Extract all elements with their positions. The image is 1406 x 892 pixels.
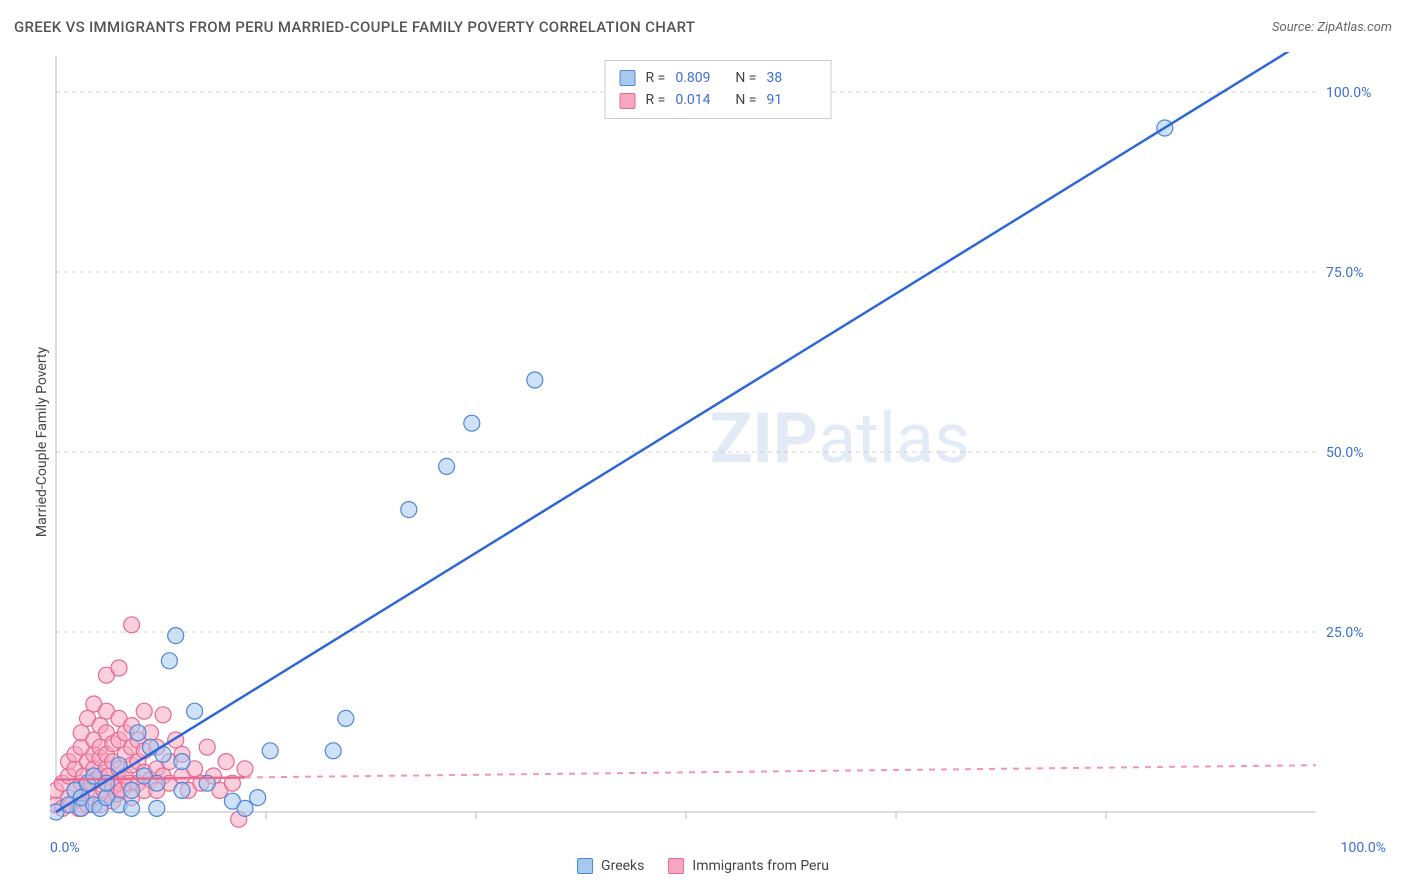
watermark-text: ZIPatlas xyxy=(710,398,970,480)
svg-text:75.0%: 75.0% xyxy=(1326,265,1364,281)
swatch-blue-icon xyxy=(577,858,593,874)
y-axis-label: Married-Couple Family Poverty xyxy=(34,347,50,537)
svg-text:50.0%: 50.0% xyxy=(1326,445,1364,461)
chart-container: Married-Couple Family Poverty ZIPatlas 2… xyxy=(50,52,1386,832)
legend-row-greeks: R = 0.809 N = 38 xyxy=(620,67,817,89)
chart-source: Source: ZipAtlas.com xyxy=(1272,20,1392,35)
n-value-peru: 91 xyxy=(766,89,816,111)
legend-label-greeks: Greeks xyxy=(601,858,644,874)
series-legend: Greeks Immigrants from Peru xyxy=(577,858,829,874)
legend-item-greeks: Greeks xyxy=(577,858,644,874)
x-axis-labels: 0.0% 100.0% xyxy=(50,840,1386,856)
legend-item-peru: Immigrants from Peru xyxy=(668,858,829,874)
r-value-peru: 0.014 xyxy=(675,89,725,111)
legend-label-peru: Immigrants from Peru xyxy=(692,858,829,874)
x-tick-min: 0.0% xyxy=(50,840,80,856)
r-label: R = xyxy=(646,67,666,89)
swatch-pink-icon xyxy=(620,93,636,109)
n-label: N = xyxy=(735,67,756,89)
n-value-greeks: 38 xyxy=(766,67,816,89)
x-tick-max: 100.0% xyxy=(1341,840,1386,856)
n-label: N = xyxy=(735,89,756,111)
scatter-plot: ZIPatlas 25.0% 50.0% 75.0% 100.0% xyxy=(50,52,1386,832)
svg-text:100.0%: 100.0% xyxy=(1326,85,1371,101)
legend-row-peru: R = 0.014 N = 91 xyxy=(620,89,817,111)
chart-title: GREEK VS IMMIGRANTS FROM PERU MARRIED-CO… xyxy=(14,18,695,36)
svg-text:25.0%: 25.0% xyxy=(1326,625,1364,641)
r-value-greeks: 0.809 xyxy=(675,67,725,89)
swatch-pink-icon xyxy=(668,858,684,874)
chart-header: GREEK VS IMMIGRANTS FROM PERU MARRIED-CO… xyxy=(14,18,1392,36)
correlation-legend: R = 0.809 N = 38 R = 0.014 N = 91 xyxy=(605,60,832,119)
r-label: R = xyxy=(646,89,666,111)
swatch-blue-icon xyxy=(620,70,636,86)
